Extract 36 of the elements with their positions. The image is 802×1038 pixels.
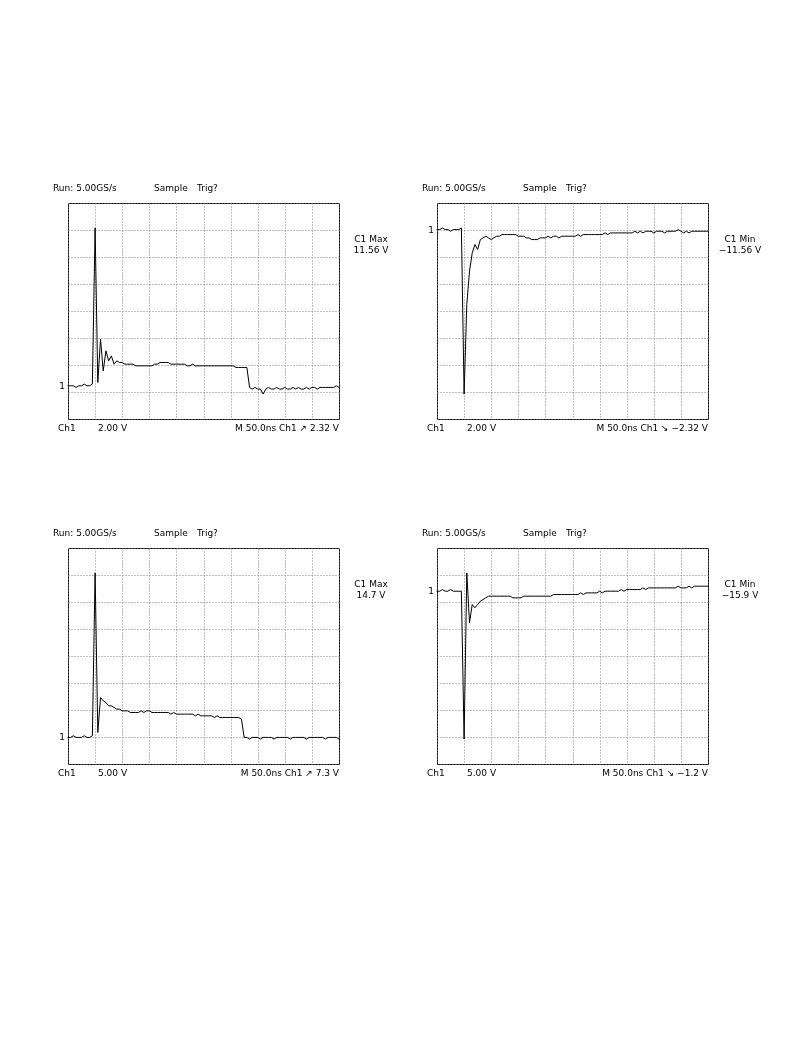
text: C1 Max xyxy=(354,234,389,244)
text: Trig? xyxy=(196,183,219,193)
text: 11.56 V xyxy=(353,245,390,255)
text: 1 xyxy=(59,380,65,391)
text: Sample xyxy=(523,183,558,193)
text: 2.00 V xyxy=(467,423,497,433)
text: M 50.0ns Ch1 ↗ 2.32 V xyxy=(235,423,340,433)
text: 5.00 V xyxy=(467,768,497,778)
text: Trig? xyxy=(565,183,588,193)
text: 14.7 V xyxy=(356,590,387,600)
chart-title: Run: 5.00GS/s xyxy=(53,528,117,538)
chart-title: Run: 5.00GS/s xyxy=(422,183,486,193)
text: Trig? xyxy=(565,528,588,538)
text: Sample xyxy=(154,183,189,193)
text: 5.00 V xyxy=(98,768,128,778)
text: Ch1 xyxy=(58,768,76,778)
text: 1 xyxy=(59,732,65,743)
chart-title: Run: 5.00GS/s xyxy=(422,528,486,538)
chart-title: Run: 5.00GS/s xyxy=(53,183,117,193)
text: 1 xyxy=(428,224,434,235)
text: C1 Min xyxy=(724,579,756,589)
text: −11.56 V xyxy=(718,245,762,255)
text: C1 Min xyxy=(724,234,756,244)
text: M 50.0ns Ch1 ↗ 7.3 V xyxy=(240,768,340,778)
text: Ch1 xyxy=(427,423,445,433)
text: Ch1 xyxy=(58,423,76,433)
text: Sample xyxy=(523,528,558,538)
text: 1 xyxy=(428,586,434,597)
text: −15.9 V xyxy=(721,590,760,600)
text: Ch1 xyxy=(427,768,445,778)
text: M 50.0ns Ch1 ↘ −1.2 V xyxy=(602,768,709,778)
text: 2.00 V xyxy=(98,423,128,433)
text: Sample xyxy=(154,528,189,538)
text: M 50.0ns Ch1 ↘ −2.32 V xyxy=(596,423,709,433)
text: Trig? xyxy=(196,528,219,538)
text: C1 Max xyxy=(354,579,389,589)
